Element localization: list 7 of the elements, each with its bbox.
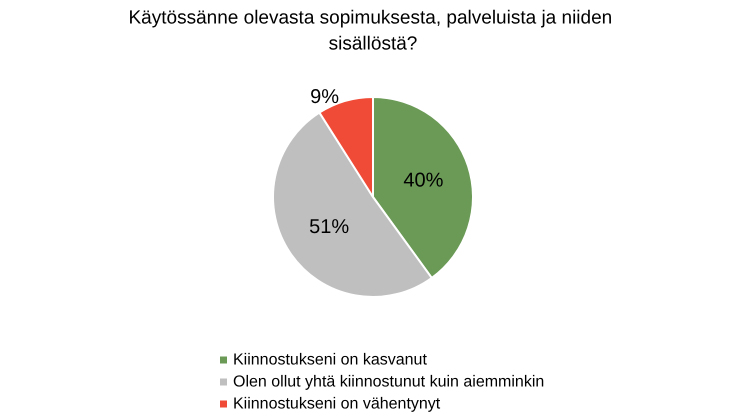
data-label: 9%: [310, 86, 340, 108]
legend-label: Kiinnostukseni on vähentynyt: [233, 396, 441, 412]
chart-title: Käytössänne olevasta sopimuksesta, palveluista ja niiden sisällöstä?: [128, 8, 618, 54]
legend-label: Olen ollut yhtä kiinnostunut kuin aiemminkin: [233, 374, 544, 390]
data-label: 40%: [403, 170, 444, 192]
legend-label: Kiinnostukseni on kasvanut: [233, 352, 428, 368]
data-label: 51%: [309, 216, 350, 238]
